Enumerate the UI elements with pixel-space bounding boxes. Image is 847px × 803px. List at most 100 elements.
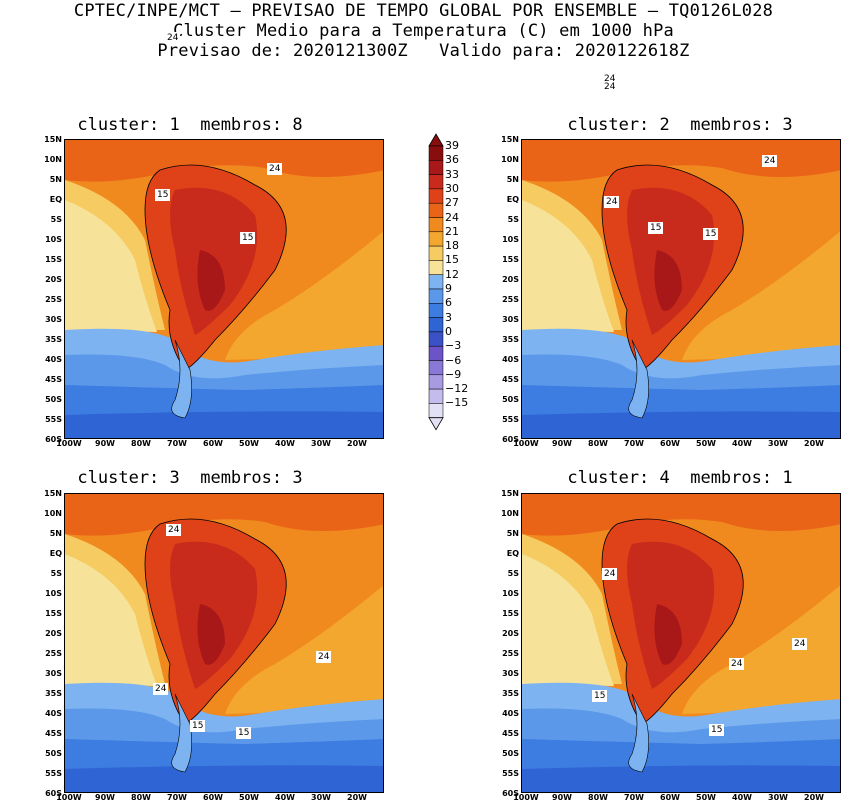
- lat-tick-label: 5S: [50, 215, 62, 224]
- lat-tick-label: 50S: [502, 395, 519, 404]
- lat-tick-label: 35S: [502, 335, 519, 344]
- lon-tick-label: 70W: [167, 793, 187, 802]
- colorbar-cell: [428, 303, 444, 318]
- contour-label: 24: [602, 81, 618, 93]
- contour-label: 24: [762, 155, 778, 167]
- contour-label: 15: [236, 727, 252, 739]
- lon-tick-label: 40W: [275, 793, 295, 802]
- lon-tick-label: 20W: [347, 439, 367, 448]
- header-line-3: Previsao de: 2020121300Z Valido para: 20…: [157, 41, 690, 61]
- lat-tick-label: 15N: [501, 489, 519, 498]
- lat-tick-label: 15N: [44, 489, 62, 498]
- lat-tick-label: 25S: [502, 649, 519, 658]
- colorbar-label: 27: [445, 196, 459, 210]
- colorbar-cell: [428, 345, 444, 361]
- map-svg: [522, 140, 840, 438]
- lat-tick-label: 5N: [49, 529, 62, 538]
- lat-tick-label: 10S: [502, 589, 519, 598]
- lat-tick-label: 15S: [502, 609, 519, 618]
- lat-tick-label: 60S: [502, 789, 519, 798]
- colorbar-cell: [428, 231, 444, 247]
- lon-tick-label: 80W: [588, 793, 608, 802]
- lat-tick-label: 10N: [501, 509, 519, 518]
- lat-tick-label: 40S: [45, 709, 62, 718]
- lon-tick-label: 30W: [768, 439, 788, 448]
- lon-tick-label: 60W: [203, 439, 223, 448]
- lon-tick-label: 50W: [239, 793, 259, 802]
- colorbar-cell: [428, 274, 444, 290]
- lat-tick-label: 45S: [502, 729, 519, 738]
- contour-label: 24: [153, 683, 169, 695]
- lat-tick-label: 5S: [507, 215, 519, 224]
- lat-tick-label: 15N: [44, 135, 62, 144]
- lon-tick-label: 20W: [804, 793, 824, 802]
- lat-tick-label: 55S: [45, 415, 62, 424]
- map-svg: [65, 494, 383, 792]
- lat-tick-label: 35S: [502, 689, 519, 698]
- colorbar-label: 39: [445, 139, 459, 152]
- panel-title: cluster: 2 membros: 3: [567, 115, 793, 135]
- lon-tick-label: 70W: [167, 439, 187, 448]
- lon-tick-label: 90W: [552, 793, 572, 802]
- lat-tick-label: 5N: [506, 175, 519, 184]
- lat-tick-label: 20S: [45, 275, 62, 284]
- lat-tick-label: 45S: [45, 375, 62, 384]
- lat-tick-label: 10S: [45, 589, 62, 598]
- lat-tick-label: 40S: [502, 355, 519, 364]
- lon-tick-label: 30W: [311, 439, 331, 448]
- contour-label: 15: [155, 189, 171, 201]
- lat-tick-label: 30S: [502, 669, 519, 678]
- lat-tick-label: 30S: [45, 315, 62, 324]
- lat-tick-label: EQ: [49, 195, 62, 204]
- lon-tick-label: 60W: [203, 793, 223, 802]
- lat-tick-label: EQ: [49, 549, 62, 558]
- contour-label: 15: [592, 690, 608, 702]
- colorbar-cell: [428, 174, 444, 190]
- colorbar-label: −3: [445, 339, 462, 353]
- lat-tick-label: 50S: [502, 749, 519, 758]
- colorbar-cell: [428, 374, 444, 390]
- temperature-map: [521, 139, 841, 439]
- lon-tick-label: 80W: [588, 439, 608, 448]
- lon-tick-label: 60W: [660, 439, 680, 448]
- colorbar-cell: [428, 202, 444, 218]
- colorbar-label: 15: [445, 253, 459, 267]
- colorbar-cell: [428, 260, 444, 275]
- colorbar-label: 6: [445, 296, 452, 310]
- lat-tick-label: 55S: [502, 769, 519, 778]
- colorbar-cell: [428, 188, 444, 204]
- lat-tick-label: 35S: [45, 689, 62, 698]
- lat-tick-label: 15S: [45, 255, 62, 264]
- colorbar-label: 33: [445, 167, 459, 181]
- contour-label: 15: [240, 232, 256, 244]
- lat-tick-label: 20S: [45, 629, 62, 638]
- lon-tick-label: 30W: [311, 793, 331, 802]
- lat-tick-label: 30S: [502, 315, 519, 324]
- lon-tick-label: 40W: [275, 439, 295, 448]
- lon-tick-label: 20W: [347, 793, 367, 802]
- colorbar-cell: [428, 288, 444, 304]
- lat-tick-label: 50S: [45, 395, 62, 404]
- lat-tick-label: 20S: [502, 629, 519, 638]
- colorbar-label: 30: [445, 181, 459, 195]
- colorbar-label: −9: [445, 367, 462, 381]
- colorbar-label: 12: [445, 267, 459, 281]
- lat-tick-label: 25S: [502, 295, 519, 304]
- colorbar-label: 3: [445, 310, 452, 324]
- contour-label: 24: [165, 32, 181, 44]
- lat-tick-label: 60S: [45, 435, 62, 444]
- lat-tick-label: 40S: [502, 709, 519, 718]
- lon-tick-label: 80W: [131, 439, 151, 448]
- lat-tick-label: 5N: [506, 529, 519, 538]
- lat-tick-label: 10N: [44, 155, 62, 164]
- colorbar-label: 21: [445, 224, 459, 238]
- temperature-map: [64, 139, 384, 439]
- lon-tick-label: 70W: [624, 793, 644, 802]
- contour-label: 24: [604, 196, 620, 208]
- lon-tick-label: 100W: [513, 439, 539, 448]
- lon-tick-label: 90W: [95, 439, 115, 448]
- lat-tick-label: 15S: [45, 609, 62, 618]
- lat-tick-label: 10N: [501, 155, 519, 164]
- lat-tick-label: 5S: [507, 569, 519, 578]
- lat-tick-label: 60S: [45, 789, 62, 798]
